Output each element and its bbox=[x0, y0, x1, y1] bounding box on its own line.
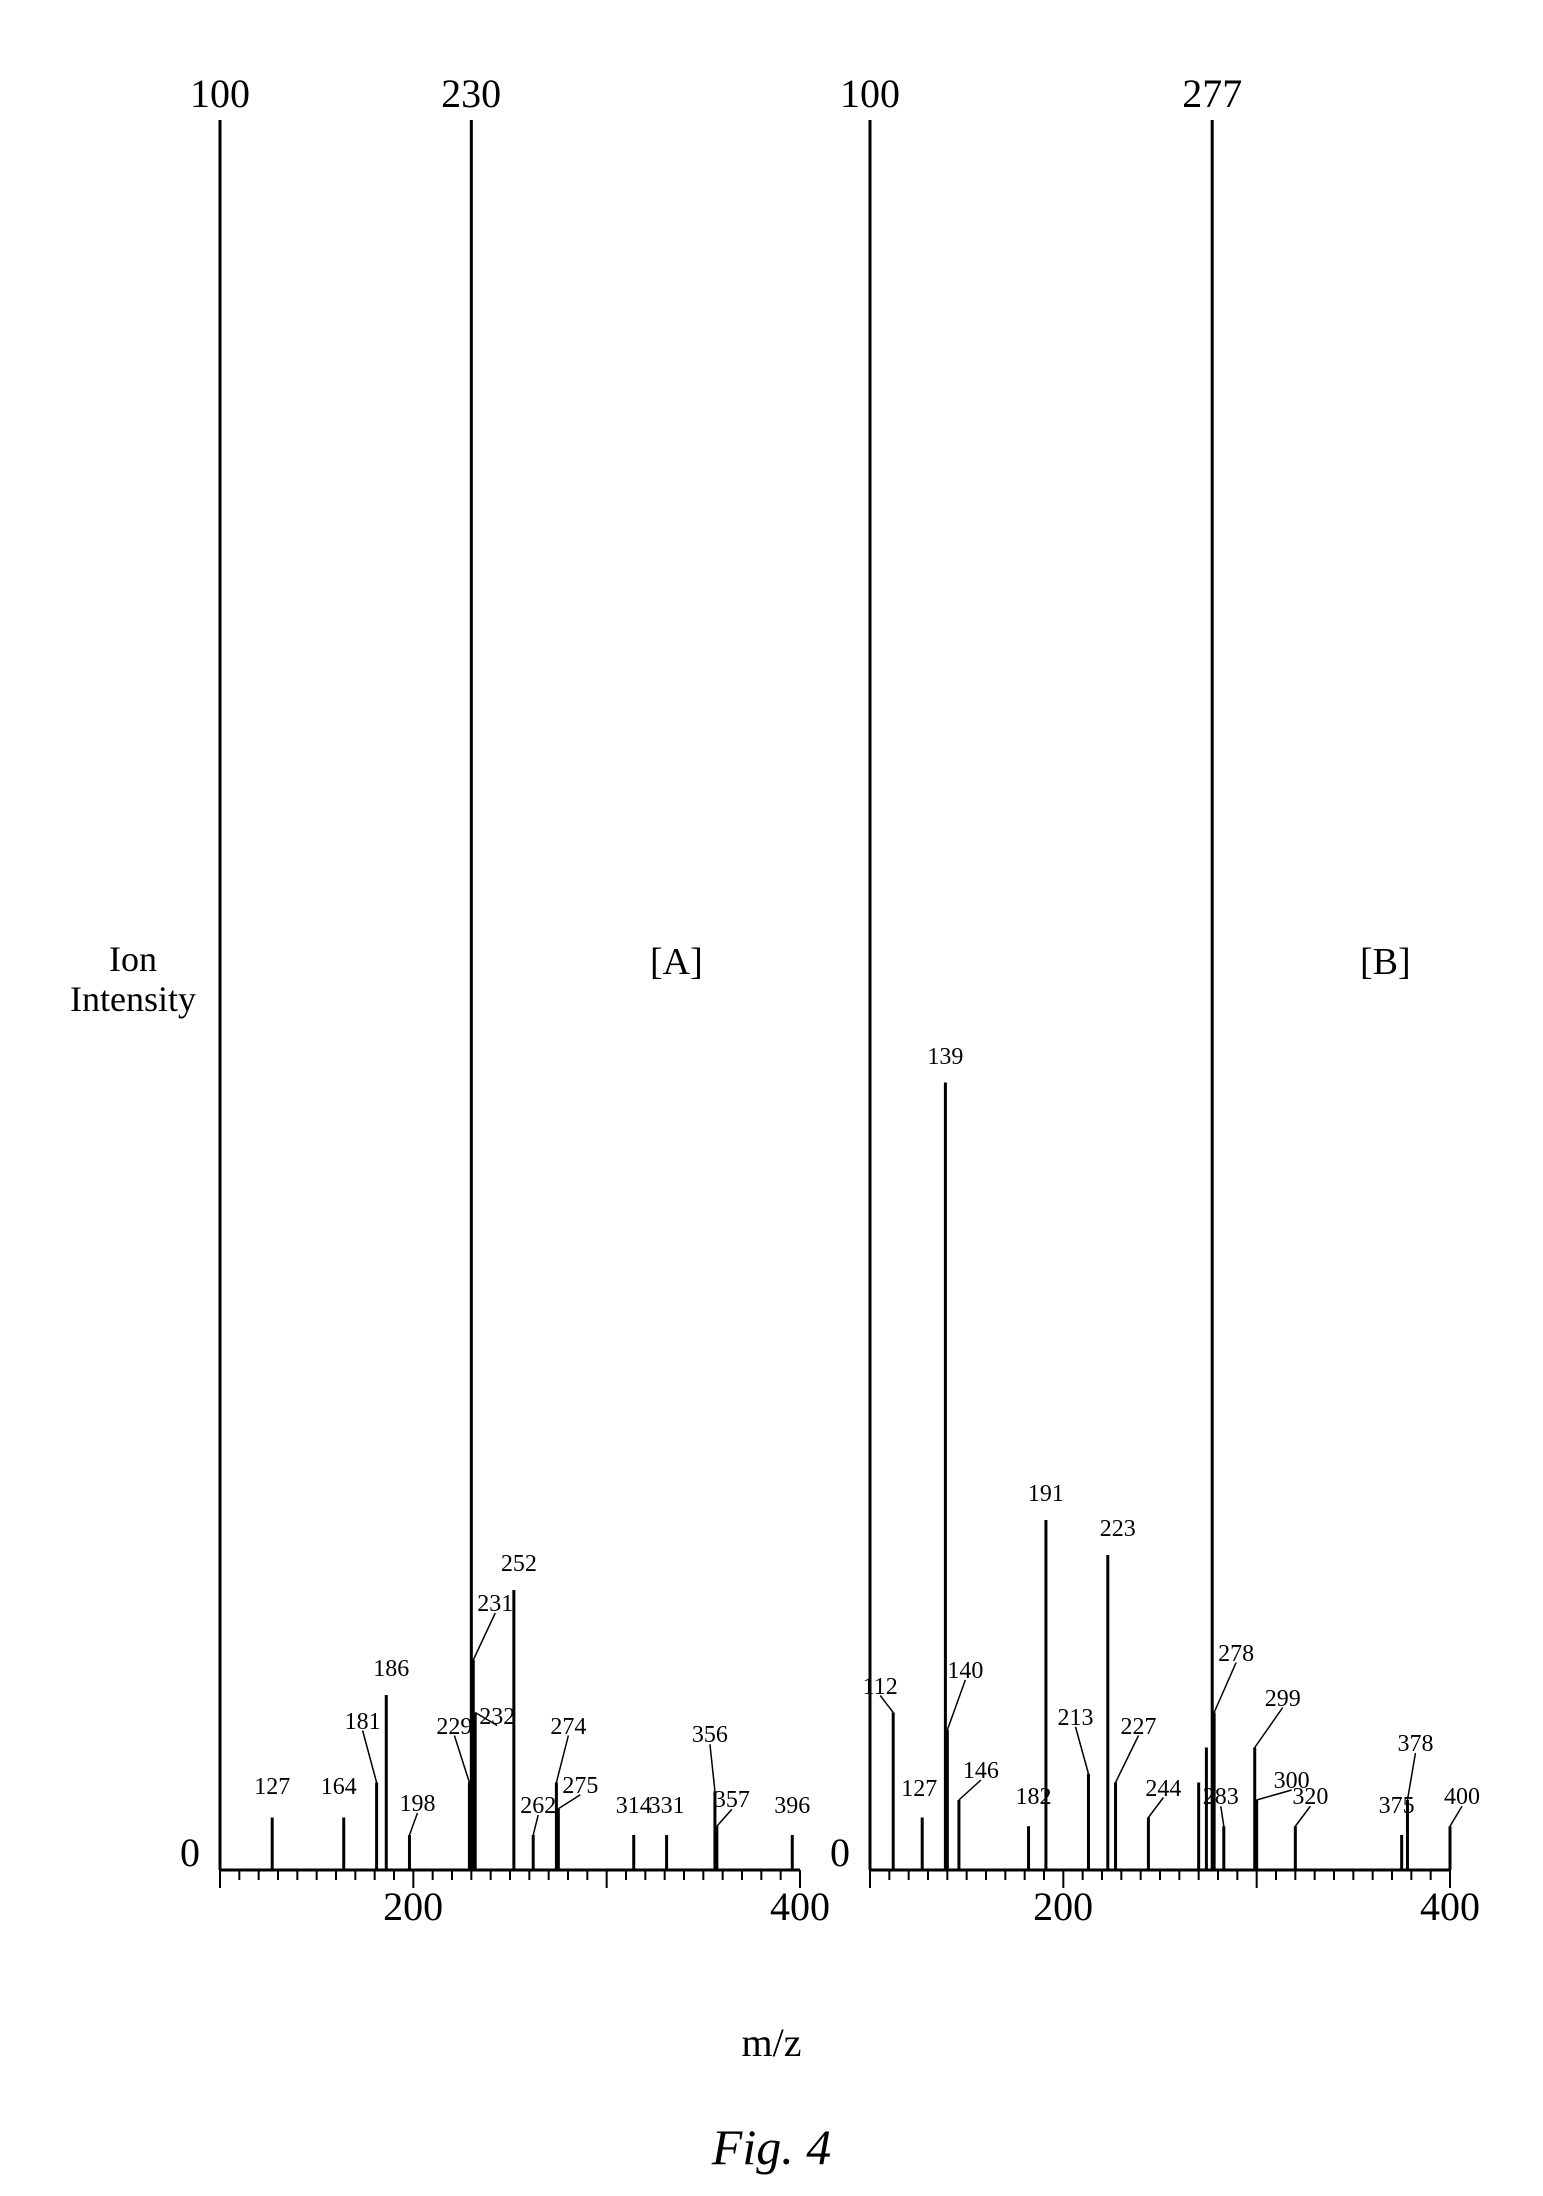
peak-label: 139 bbox=[927, 1044, 963, 1071]
peak-label: 140 bbox=[947, 1658, 983, 1685]
x-tick-200-a: 200 bbox=[383, 1883, 443, 1930]
panel-b-svg bbox=[870, 120, 1450, 1890]
panel-a-svg bbox=[220, 120, 800, 1890]
peak-label: 378 bbox=[1397, 1731, 1433, 1758]
x-axis-title: m/z bbox=[742, 2019, 802, 2066]
peak-label: 112 bbox=[863, 1674, 898, 1701]
y-axis-title: Ion Intensity bbox=[70, 940, 196, 1019]
peak-label: 198 bbox=[399, 1791, 435, 1818]
peak-label: 283 bbox=[1203, 1784, 1239, 1811]
figure-caption: Fig. 4 bbox=[712, 2118, 831, 2176]
peak-label: 252 bbox=[501, 1551, 537, 1578]
peak-label: 299 bbox=[1265, 1686, 1301, 1713]
peak-label: 262 bbox=[520, 1793, 556, 1820]
peak-label: 164 bbox=[321, 1774, 357, 1801]
panel-a-top-intensity: 100 bbox=[190, 70, 250, 117]
x-tick-400-b: 400 bbox=[1420, 1883, 1480, 1930]
peak-label: 396 bbox=[774, 1793, 810, 1820]
peak-label: 186 bbox=[373, 1656, 409, 1683]
peak-label: 181 bbox=[345, 1709, 381, 1736]
x-tick-0-b: 0 bbox=[830, 1829, 850, 1876]
peak-label: 356 bbox=[692, 1722, 728, 1749]
panel-b-top-mz: 277 bbox=[1182, 70, 1242, 117]
peak-label: 227 bbox=[1121, 1714, 1157, 1741]
peak-label: 146 bbox=[963, 1758, 999, 1785]
peak-label: 314 bbox=[616, 1793, 652, 1820]
peak-label: 274 bbox=[550, 1714, 586, 1741]
peak-label: 357 bbox=[714, 1787, 750, 1814]
peak-label: 331 bbox=[649, 1793, 685, 1820]
peak-label: 231 bbox=[477, 1591, 513, 1618]
panel-a: 100 230 [A] 1271641811861982292312322522… bbox=[220, 120, 800, 1870]
peak-label: 213 bbox=[1057, 1705, 1093, 1732]
figure-page: Ion Intensity 100 230 [A] 12716418118619… bbox=[0, 0, 1543, 2196]
peak-label: 400 bbox=[1444, 1784, 1480, 1811]
x-tick-200-b: 200 bbox=[1033, 1883, 1093, 1930]
panel-a-top-mz: 230 bbox=[441, 70, 501, 117]
peak-label: 232 bbox=[479, 1704, 515, 1731]
y-axis-title-l1: Ion bbox=[70, 940, 196, 980]
y-axis-title-l2: Intensity bbox=[70, 980, 196, 1020]
peak-label: 278 bbox=[1218, 1641, 1254, 1668]
peak-label: 191 bbox=[1028, 1481, 1064, 1508]
peak-label: 127 bbox=[254, 1774, 290, 1801]
panel-b-top-intensity: 100 bbox=[840, 70, 900, 117]
peak-label: 182 bbox=[1016, 1784, 1052, 1811]
peak-label: 375 bbox=[1379, 1793, 1415, 1820]
x-tick-0-a: 0 bbox=[180, 1829, 200, 1876]
peak-label: 244 bbox=[1145, 1776, 1181, 1803]
peak-label: 320 bbox=[1292, 1784, 1328, 1811]
peak-label: 223 bbox=[1100, 1516, 1136, 1543]
peak-label: 127 bbox=[901, 1776, 937, 1803]
peak-label: 275 bbox=[562, 1773, 598, 1800]
panel-b: 100 277 [B] 1121271391401461821912132232… bbox=[870, 120, 1450, 1870]
peak-label: 229 bbox=[436, 1714, 472, 1741]
x-tick-400-a: 400 bbox=[770, 1883, 830, 1930]
